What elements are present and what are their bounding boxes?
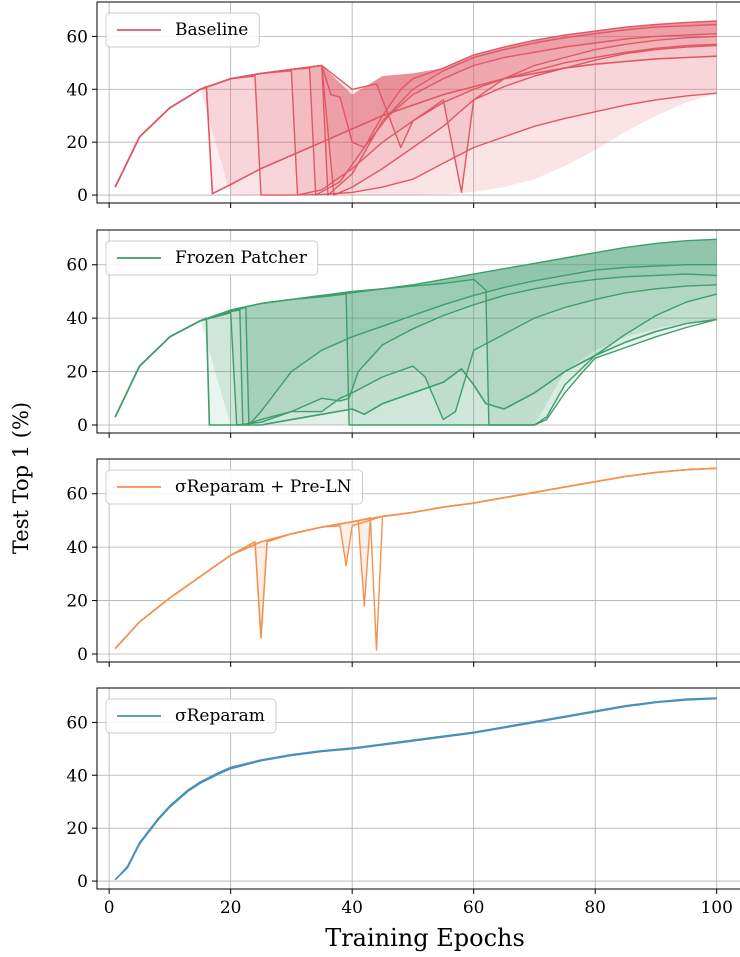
chart-panel-3: 0 20 40 60 σReparam + Pre-LN xyxy=(66,458,740,667)
axes-frame xyxy=(96,1,740,204)
series-line-8 xyxy=(114,35,717,194)
series-fill xyxy=(115,239,717,425)
series-group xyxy=(114,697,717,881)
series-fill xyxy=(115,21,717,193)
legend-box xyxy=(105,469,363,505)
legend-label: Baseline xyxy=(175,20,248,40)
y-tick-label: 60 xyxy=(66,485,88,505)
panels: 0 20 40 60 Baseline 0 20 40 60 Frozen Patcher 0 20 4… xyxy=(66,1,740,918)
x-tick-label: 100 xyxy=(700,898,732,918)
y-tick-label: 60 xyxy=(66,256,88,276)
series-line-1 xyxy=(114,697,717,881)
x-tick-label: 60 xyxy=(463,898,485,918)
series-line-2 xyxy=(114,697,717,881)
axes-frame xyxy=(96,458,740,663)
axes-frame xyxy=(96,687,740,890)
y-axis-title: Test Top 1 (%) xyxy=(9,402,33,554)
y-tick-label: 20 xyxy=(66,819,88,839)
series-fill xyxy=(115,21,717,196)
series-fill xyxy=(115,239,717,425)
legend-label: σReparam xyxy=(175,706,265,726)
series-fill xyxy=(115,239,717,425)
series-fill xyxy=(115,21,717,196)
envelope-band xyxy=(115,21,717,196)
series-fill xyxy=(115,21,717,196)
y-tick-label: 20 xyxy=(66,592,88,612)
series-fill xyxy=(115,239,717,425)
legend: σReparam + Pre-LN xyxy=(105,469,363,505)
x-tick-label: 80 xyxy=(584,898,606,918)
legend-label: Frozen Patcher xyxy=(175,248,308,268)
y-tick-label: 0 xyxy=(77,872,88,892)
y-tick-label: 0 xyxy=(77,645,88,665)
y-tick-label: 20 xyxy=(66,133,88,153)
series-fill xyxy=(115,21,717,194)
chart-panel-2: 0 20 40 60 Frozen Patcher xyxy=(66,229,740,438)
x-axis-title: Training Epochs xyxy=(325,924,525,952)
y-tick-label: 40 xyxy=(66,766,88,786)
chart-panel-1: 0 20 40 60 Baseline xyxy=(66,1,740,208)
series-group xyxy=(114,238,717,426)
y-tick-label: 40 xyxy=(66,309,88,329)
legend: Frozen Patcher xyxy=(105,240,319,276)
y-tick-label: 0 xyxy=(77,416,88,436)
series-line-2 xyxy=(114,284,717,426)
y-tick-label: 40 xyxy=(66,80,88,100)
series-fill xyxy=(115,239,717,425)
series-line-7 xyxy=(114,238,717,418)
y-tick-label: 60 xyxy=(66,27,88,47)
legend-box xyxy=(105,240,319,276)
x-tick-label: 20 xyxy=(220,898,242,918)
legend-label: σReparam + Pre-LN xyxy=(175,477,352,497)
y-tick-label: 20 xyxy=(66,363,88,383)
x-tick-label: 40 xyxy=(341,898,363,918)
legend-box xyxy=(105,12,260,48)
y-tick-label: 0 xyxy=(77,186,88,206)
legend: Baseline xyxy=(105,12,260,48)
axes-frame xyxy=(96,229,740,434)
series-group xyxy=(114,20,717,196)
series-line-4 xyxy=(114,264,717,426)
series-group xyxy=(114,467,717,651)
envelope-band xyxy=(115,239,717,425)
x-tick-label: 0 xyxy=(104,898,115,918)
series-line-1 xyxy=(114,317,717,426)
chart-panel-4: 0 20 40 60 0 20 40 60 80 100 σReparam xyxy=(66,687,740,918)
legend: σReparam xyxy=(105,698,277,734)
series-fill xyxy=(115,239,717,425)
legend-box xyxy=(105,698,277,734)
series-line-4 xyxy=(114,467,717,651)
y-tick-label: 60 xyxy=(66,713,88,733)
y-tick-label: 40 xyxy=(66,538,88,558)
